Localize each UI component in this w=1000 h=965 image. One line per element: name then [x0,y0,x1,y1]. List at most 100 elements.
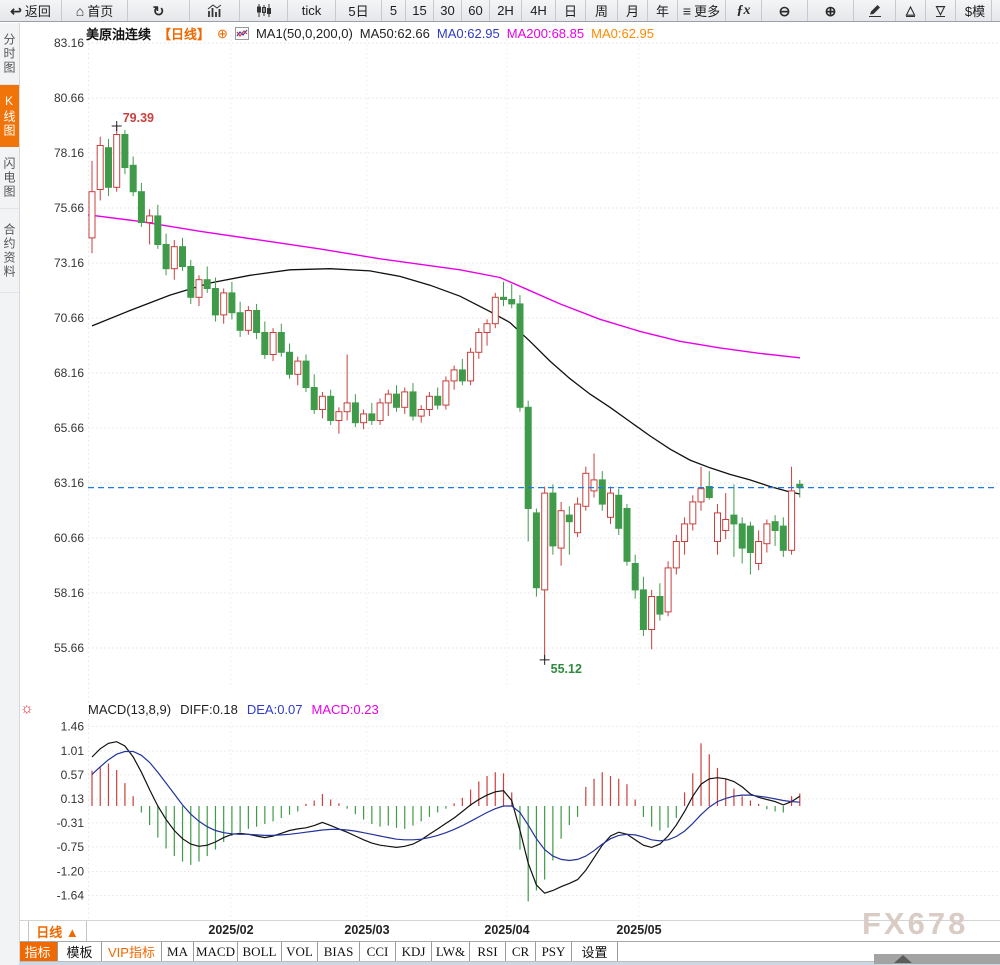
toolbar-button-tick[interactable]: tick [288,0,336,21]
toolbar-button-月[interactable]: 月 [618,0,648,21]
add-compare-icon[interactable]: ⊕ [217,25,228,41]
tab-BOLL[interactable]: BOLL [238,942,282,961]
toolbar-button-refresh[interactable]: ↻ [128,0,190,21]
x-axis-label: 2025/02 [208,923,254,937]
tab-CR[interactable]: CR [506,942,536,961]
tab-MA[interactable]: MA [162,942,194,961]
toolbar-button-tri-down[interactable]: ▽ [926,0,956,21]
candle-body [475,332,483,353]
toolbar-button-15[interactable]: 15 [406,0,434,21]
sidebar-item-合约资料[interactable]: 合约资料 [0,209,19,293]
tab-设置[interactable]: 设置 [572,942,618,961]
bar-chart-icon [207,3,223,18]
toolbar: ↩ 返回 ⌂ 首页 ↻ tick 5日 5 15 30 60 2H 4H 日周月年 ≡ 更多 ƒx ⊖ ⊕ △ ▽ $模 [0,0,1000,22]
macd-tick-label: 0.13 [61,792,85,806]
macd-tick-label: -0.75 [57,840,85,854]
tab-CCI[interactable]: CCI [360,942,396,961]
toolbar-button-60[interactable]: 60 [462,0,490,21]
toolbar-button-candles[interactable] [240,0,288,21]
candle-body [105,147,112,188]
toolbar-button-bar-chart[interactable] [190,0,240,21]
toolbar-button-5[interactable]: 5 [382,0,406,21]
candle-body [664,567,672,613]
toolbar-button-label: 返回 [24,4,51,19]
tab-模板[interactable]: 模板 [58,942,102,961]
candle-body [228,292,236,314]
toolbar-button-返回[interactable]: ↩ 返回 [0,0,62,21]
macd-macd-value: MACD:0.23 [311,702,379,717]
toolbar-button-$模[interactable]: $模 [956,0,992,21]
toolbar-button-周[interactable]: 周 [586,0,618,21]
tab-指标[interactable]: 指标 [18,942,58,961]
sidebar-item-分时图[interactable]: 分时图 [0,23,19,85]
toolbar-button-fx[interactable]: ƒx [726,0,762,21]
toolbar-button-tri-up[interactable]: △ [896,0,926,21]
toolbar-button-更多[interactable]: ≡ 更多 [678,0,726,21]
candle-body [179,246,186,267]
period-tag[interactable]: 【日线】 [158,27,211,42]
tab-MACD[interactable]: MACD [194,942,238,961]
candle-body [672,541,680,569]
macd-tick-label: 1.46 [61,719,85,733]
toolbar-button-日[interactable]: 日 [556,0,586,21]
candle-body [88,191,96,239]
tab-VIP指标[interactable]: VIP指标 [102,942,162,961]
tab-PSY[interactable]: PSY [536,942,572,961]
candle-body [524,406,532,509]
candle-body [261,332,269,355]
candle-body [286,351,293,375]
candles-layer [88,125,804,660]
candle-body [755,541,763,564]
toolbar-button-label: 周 [594,4,608,19]
high-price-label: 79.39 [123,111,154,125]
pencil-icon [868,4,882,17]
candles-icon [256,4,272,17]
tab-VOL[interactable]: VOL [282,942,318,961]
candle-body [631,563,639,591]
toolbar-button-首页[interactable]: ⌂ 首页 [62,0,128,21]
candle-body [376,402,384,421]
sidebar-item-K线图[interactable]: K线图 [0,85,19,147]
toolbar-button-2H[interactable]: 2H [490,0,522,21]
period-selector[interactable]: 日线 ▲ [28,921,87,941]
toolbar-button-4H[interactable]: 4H [522,0,556,21]
price-tick-label: 63.16 [54,476,84,490]
ma50-value: MA50:62.66 [359,26,430,41]
mini-chart-icon[interactable] [234,27,249,40]
symbol-name: 美原油连续 [86,27,152,42]
candle-body [574,503,582,534]
tab-LW&[interactable]: LW& [432,942,470,961]
candle-body [401,391,409,408]
tab-KDJ[interactable]: KDJ [396,942,432,961]
candle-body [705,486,713,498]
candle-body [771,521,779,532]
candle-body [203,279,211,290]
candle-body [409,391,417,417]
ma-lines-layer [87,214,801,495]
macd-tick-label: 0.57 [61,768,85,782]
toolbar-button-年[interactable]: 年 [648,0,678,21]
candle-body [121,134,129,168]
tab-RSI[interactable]: RSI [470,942,506,961]
candle-body [483,323,491,334]
scroll-handle[interactable] [874,954,1000,964]
toolbar-button-zoom-in[interactable]: ⊕ [808,0,854,21]
macd-tick-label: 1.01 [61,744,85,758]
sidebar-item-闪电图[interactable]: 闪电图 [0,147,19,209]
candle-body [565,514,573,523]
indicator-settings-icon[interactable]: ☼ [20,700,34,717]
toolbar-button-pencil[interactable] [854,0,896,21]
candle-body [335,411,343,422]
ma0-blue-value: MA0:62.95 [436,26,500,41]
toolbar-button-30[interactable]: 30 [434,0,462,21]
candle-body [615,494,623,529]
tab-BIAS[interactable]: BIAS [318,942,360,961]
toolbar-button-zoom-out[interactable]: ⊖ [762,0,808,21]
candle-body [113,134,121,188]
toolbar-button-label: 更多 [694,4,721,19]
candle-body [458,369,466,382]
x-axis-label: 2025/04 [484,923,530,937]
candle-body [607,492,614,518]
toolbar-button-5日[interactable]: 5日 [336,0,382,21]
